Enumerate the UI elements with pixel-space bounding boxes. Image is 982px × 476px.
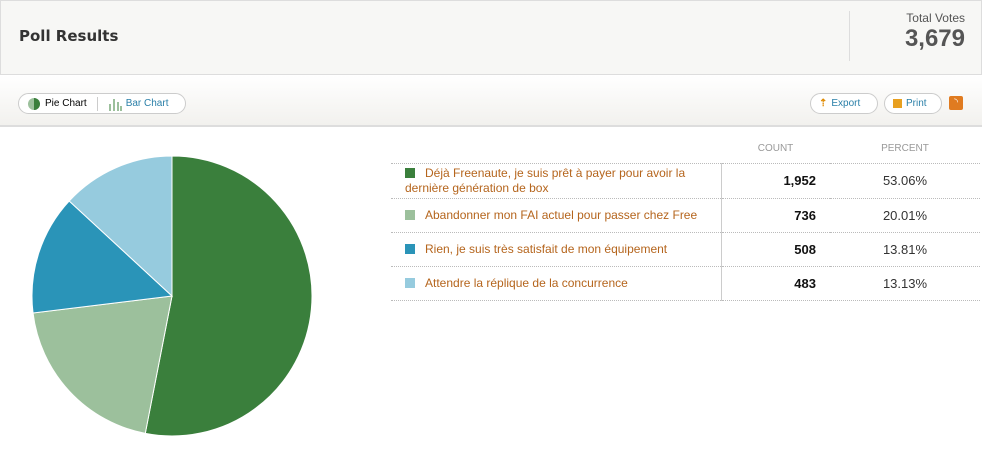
option-text: Abandonner mon FAI actuel pour passer ch…: [425, 207, 698, 222]
legend-swatch: [405, 167, 415, 178]
pie-slice: [31, 200, 174, 314]
option-text: Rien, je suis très satisfait de mon équi…: [425, 241, 668, 256]
option-percent: 13.13%: [830, 265, 980, 301]
pie-chart-icon: [28, 97, 40, 110]
table-row: Abandonner mon FAI actuel pour passer ch…: [391, 197, 980, 232]
table-row: Rien, je suis très satisfait de mon équi…: [391, 231, 980, 266]
export-icon: ⇡: [819, 98, 828, 109]
header: Poll Results Total Votes 3,679: [0, 0, 982, 75]
option-percent: 20.01%: [830, 197, 980, 232]
print-label: Print: [906, 98, 927, 109]
pie-slice: [68, 155, 173, 298]
option-label: Attendre la réplique de la concurrence: [391, 265, 721, 301]
option-label: Rien, je suis très satisfait de mon équi…: [391, 231, 721, 266]
table-row: Attendre la réplique de la concurrence 48…: [391, 265, 980, 301]
bar-chart-icon: [108, 98, 122, 111]
toolbar: Pie Chart Bar Chart ⇡ Export Print ◝: [0, 75, 982, 127]
legend-swatch: [405, 243, 415, 254]
legend-swatch: [405, 209, 415, 220]
pie-slice: [32, 295, 173, 435]
option-label: Abandonner mon FAI actuel pour passer ch…: [391, 197, 721, 232]
pie-chart-button[interactable]: Pie Chart: [27, 97, 87, 111]
results-table: COUNT PERCENT Déjà Freenaute, je suis prê…: [391, 135, 980, 301]
export-button[interactable]: ⇡ Export: [810, 93, 878, 114]
bar-chart-button[interactable]: Bar Chart: [108, 97, 169, 111]
pie-chart: [31, 155, 313, 437]
pie-slice: [144, 155, 313, 437]
print-icon: [893, 99, 902, 108]
option-count: 483: [720, 265, 830, 301]
option-label: Déjà Freenaute, je suis prêt à payer pou…: [391, 162, 721, 198]
pie-chart-label: Pie Chart: [45, 98, 87, 109]
count-header: COUNT: [757, 143, 794, 155]
export-label: Export: [831, 98, 861, 109]
rss-icon[interactable]: ◝: [949, 96, 963, 110]
total-votes-label: Total Votes: [906, 11, 965, 25]
print-button[interactable]: Print: [884, 93, 942, 114]
option-text: Attendre la réplique de la concurrence: [425, 275, 628, 290]
legend-swatch: [405, 277, 415, 288]
option-count: 1,952: [720, 162, 830, 198]
percent-header: PERCENT: [881, 143, 929, 155]
total-votes-value: 3,679: [904, 25, 965, 52]
option-text: Déjà Freenaute, je suis prêt à payer pou…: [405, 165, 686, 195]
option-percent: 53.06%: [830, 162, 980, 198]
bar-chart-label: Bar Chart: [125, 98, 169, 109]
total-votes: Total Votes 3,679: [849, 11, 981, 61]
chart-type-switch: Pie Chart Bar Chart: [18, 93, 186, 114]
table-row: Déjà Freenaute, je suis prêt à payer pou…: [391, 162, 980, 198]
page-title: Poll Results: [19, 27, 119, 45]
option-count: 736: [720, 197, 830, 232]
option-percent: 13.81%: [830, 231, 980, 266]
option-count: 508: [720, 231, 830, 266]
